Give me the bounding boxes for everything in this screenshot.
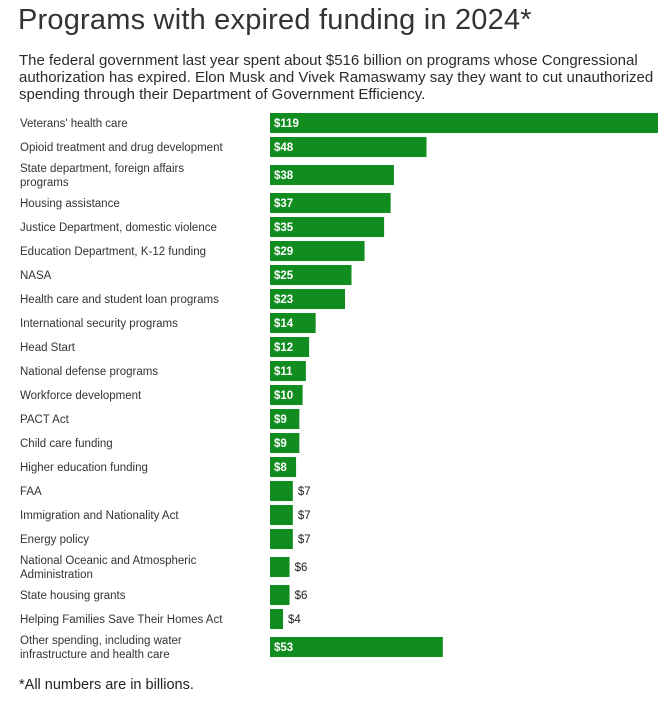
category-label: State housing grants: [20, 590, 126, 602]
value-label: $10: [274, 390, 293, 402]
category-label: National Oceanic and Atmospheric Administ…: [20, 555, 197, 581]
category-label: Justice Department, domestic violence: [20, 222, 217, 234]
value-label: $6: [295, 590, 308, 602]
category-label: Education Department, K-12 funding: [20, 246, 206, 258]
bar: [270, 557, 290, 577]
category-label: Child care funding: [20, 438, 113, 450]
bar: [270, 137, 427, 157]
bar: [270, 637, 443, 657]
bar: [270, 241, 365, 261]
bar: [270, 361, 306, 381]
bar: [270, 433, 300, 453]
category-label: International security programs: [20, 318, 178, 330]
bar: [270, 409, 300, 429]
value-label: $37: [274, 198, 293, 210]
category-label: National defense programs: [20, 366, 158, 378]
bar: [270, 113, 658, 133]
category-label: NASA: [20, 270, 52, 282]
bar: [270, 609, 284, 629]
category-label: Helping Families Save Their Homes Act: [20, 614, 223, 626]
bar: [270, 217, 385, 237]
category-label: Other spending, including water infrastru…: [20, 635, 182, 660]
category-label: Housing assistance: [20, 198, 120, 210]
bar: [270, 265, 352, 285]
bar-chart: Veterans' health care $119 Opioid treatmen…: [20, 113, 658, 660]
value-label: $25: [274, 270, 294, 282]
value-label: $8: [274, 462, 287, 474]
bar: [270, 585, 290, 605]
chart-subtitle: The federal government last year spent a…: [19, 52, 654, 103]
bar: [270, 289, 345, 309]
footnote: *All numbers are in billions.: [19, 677, 194, 693]
bar: [270, 385, 303, 405]
value-label: $12: [274, 342, 293, 354]
value-label: $11: [274, 366, 293, 378]
category-label: Veterans' health care: [20, 118, 128, 130]
value-label: $119: [274, 118, 299, 130]
bar: [270, 313, 316, 333]
chart-title: Programs with expired funding in 2024*: [18, 4, 532, 36]
bar: [270, 457, 297, 477]
value-label: $4: [288, 614, 301, 626]
bar: [270, 165, 394, 185]
value-label: $6: [295, 562, 308, 574]
value-label: $9: [274, 438, 287, 450]
category-label: Immigration and Nationality Act: [20, 510, 179, 522]
bar: [270, 505, 293, 525]
value-label: $53: [274, 642, 293, 654]
category-label: Head Start: [20, 342, 76, 354]
category-label: State department, foreign affairs program…: [20, 163, 184, 189]
category-label: Energy policy: [20, 534, 89, 546]
category-label: Higher education funding: [20, 462, 148, 474]
category-label: FAA: [20, 486, 42, 498]
value-label: $29: [274, 246, 293, 258]
value-label: $23: [274, 294, 293, 306]
bar: [270, 481, 293, 501]
category-label: Health care and student loan programs: [20, 294, 219, 306]
value-label: $7: [298, 510, 311, 522]
value-label: $38: [274, 170, 294, 182]
value-label: $9: [274, 414, 287, 426]
bar: [270, 193, 391, 213]
value-label: $7: [298, 534, 311, 546]
value-label: $14: [274, 318, 294, 330]
bar: [270, 529, 293, 549]
category-label: PACT Act: [20, 414, 70, 426]
category-label: Workforce development: [20, 390, 142, 402]
value-label: $7: [298, 486, 311, 498]
value-label: $35: [274, 222, 294, 234]
category-label: Opioid treatment and drug development: [20, 142, 223, 154]
value-label: $48: [274, 142, 294, 154]
bar: [270, 337, 310, 357]
